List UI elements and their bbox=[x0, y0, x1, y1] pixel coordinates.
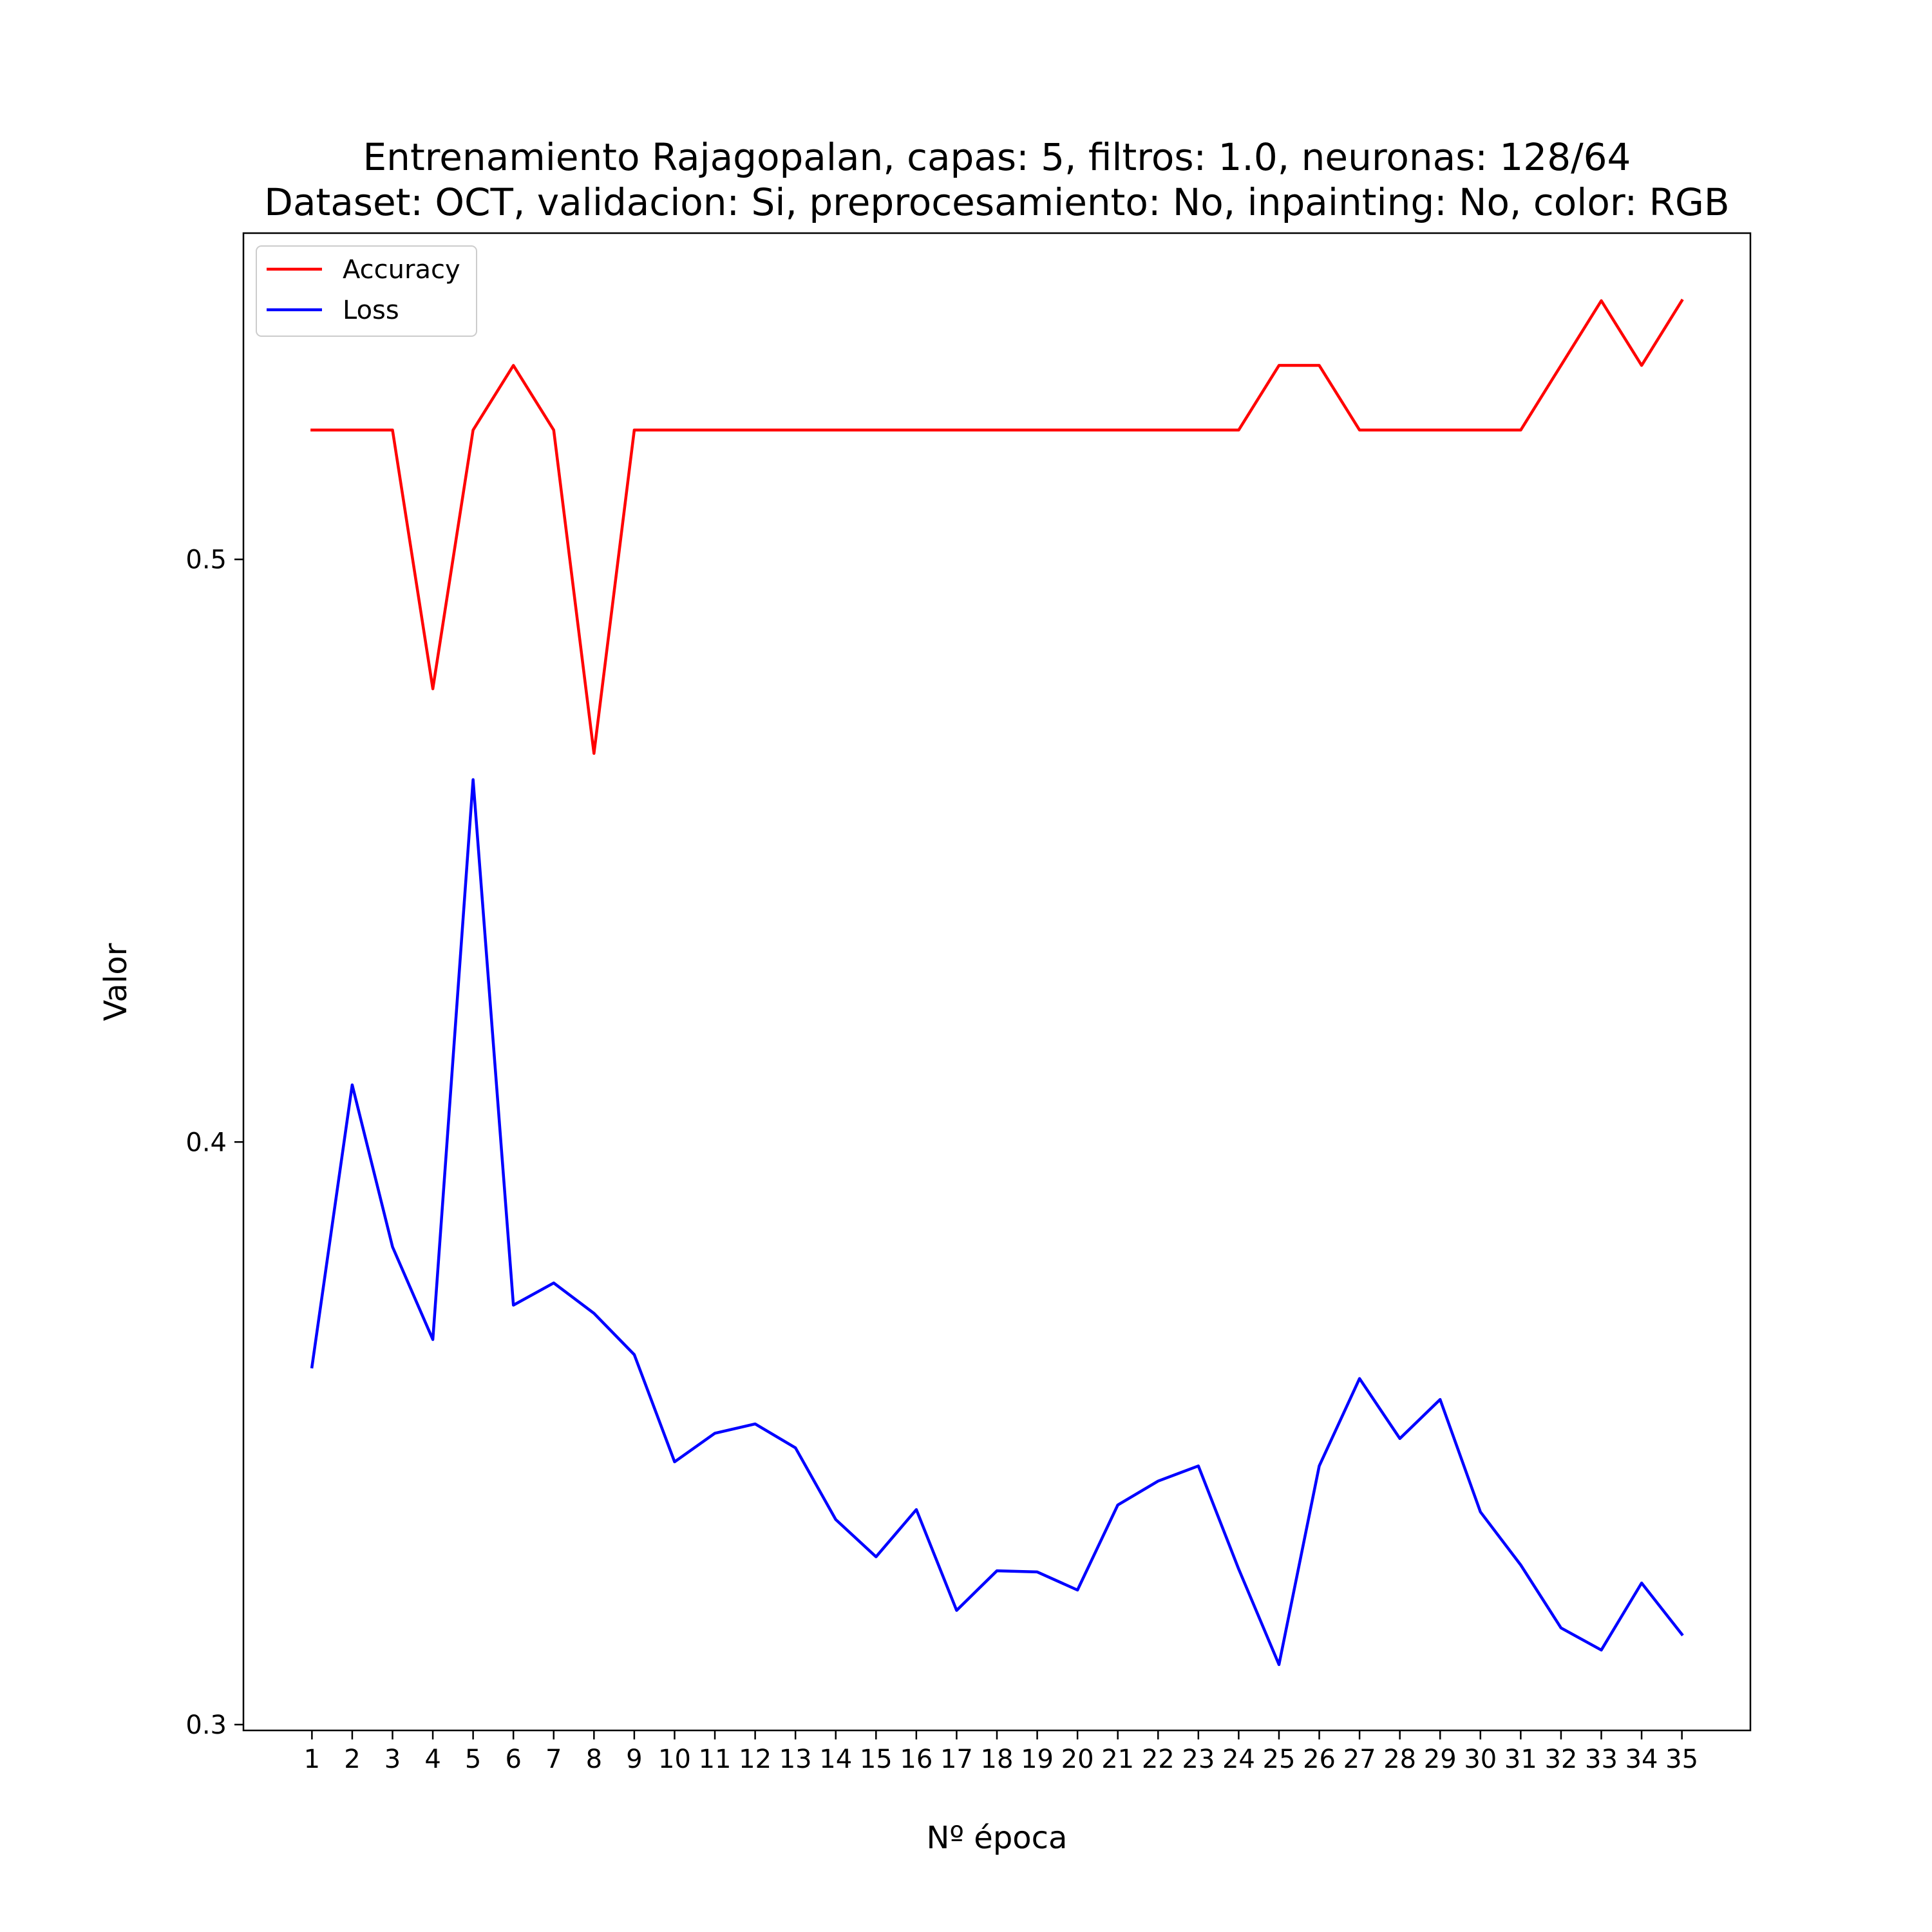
x-tick-label: 11 bbox=[699, 1745, 732, 1774]
x-tick-label: 22 bbox=[1142, 1745, 1175, 1774]
series-line-accuracy bbox=[310, 298, 1684, 755]
series-line-loss bbox=[310, 778, 1684, 1667]
x-tick-label: 5 bbox=[465, 1745, 481, 1774]
y-tick-label: 0.4 bbox=[185, 1128, 227, 1157]
x-axis-label: Nº época bbox=[927, 1820, 1068, 1856]
x-tick-label: 10 bbox=[658, 1745, 691, 1774]
x-tick-label: 13 bbox=[779, 1745, 812, 1774]
x-tick-label: 24 bbox=[1222, 1745, 1255, 1774]
x-tick-label: 21 bbox=[1101, 1745, 1134, 1774]
x-tick-label: 17 bbox=[940, 1745, 973, 1774]
legend-label-loss: Loss bbox=[343, 296, 399, 325]
series-layer bbox=[310, 298, 1684, 1667]
x-tick-label: 25 bbox=[1263, 1745, 1296, 1774]
x-tick-label: 3 bbox=[384, 1745, 401, 1774]
x-tick-label: 1 bbox=[304, 1745, 320, 1774]
x-axis-ticks: 1 2 3 4 5 6 7 8 9 10 11 12 13 14 15 16 17 18 19 20 21 22 23 24 2… bbox=[304, 1730, 1698, 1774]
x-tick-label: 29 bbox=[1424, 1745, 1457, 1774]
legend: Accuracy Loss bbox=[256, 245, 477, 337]
x-tick-label: 12 bbox=[739, 1745, 772, 1774]
x-tick-label: 20 bbox=[1061, 1745, 1094, 1774]
x-tick-label: 19 bbox=[1021, 1745, 1054, 1774]
x-tick-label: 15 bbox=[860, 1745, 893, 1774]
y-tick-label: 0.5 bbox=[185, 545, 227, 575]
y-tick-label: 0.3 bbox=[185, 1710, 227, 1740]
x-tick-label: 23 bbox=[1182, 1745, 1215, 1774]
x-tick-label: 32 bbox=[1544, 1745, 1577, 1774]
legend-label-accuracy: Accuracy bbox=[343, 255, 460, 285]
x-tick-label: 6 bbox=[505, 1745, 521, 1774]
x-tick-label: 31 bbox=[1504, 1745, 1537, 1774]
x-tick-label: 35 bbox=[1665, 1745, 1698, 1774]
x-tick-label: 18 bbox=[981, 1745, 1014, 1774]
x-tick-label: 16 bbox=[900, 1745, 933, 1774]
chart-subtitle: Dataset: OCT, validacion: Si, preprocesa… bbox=[264, 180, 1729, 224]
x-tick-label: 8 bbox=[586, 1745, 602, 1774]
chart-title: Entrenamiento Rajagopalan, capas: 5, fil… bbox=[363, 135, 1631, 179]
x-tick-label: 4 bbox=[424, 1745, 440, 1774]
x-tick-label: 33 bbox=[1585, 1745, 1618, 1774]
x-tick-label: 28 bbox=[1383, 1745, 1416, 1774]
y-axis-ticks: 0.3 0.4 0.5 bbox=[185, 545, 243, 1740]
x-tick-label: 2 bbox=[344, 1745, 360, 1774]
x-tick-label: 27 bbox=[1343, 1745, 1376, 1774]
x-tick-label: 34 bbox=[1625, 1745, 1658, 1774]
y-axis-label: Valor bbox=[98, 943, 134, 1021]
x-tick-label: 9 bbox=[626, 1745, 642, 1774]
x-tick-label: 14 bbox=[819, 1745, 852, 1774]
x-tick-label: 26 bbox=[1303, 1745, 1336, 1774]
x-tick-label: 30 bbox=[1464, 1745, 1497, 1774]
x-tick-label: 7 bbox=[545, 1745, 562, 1774]
